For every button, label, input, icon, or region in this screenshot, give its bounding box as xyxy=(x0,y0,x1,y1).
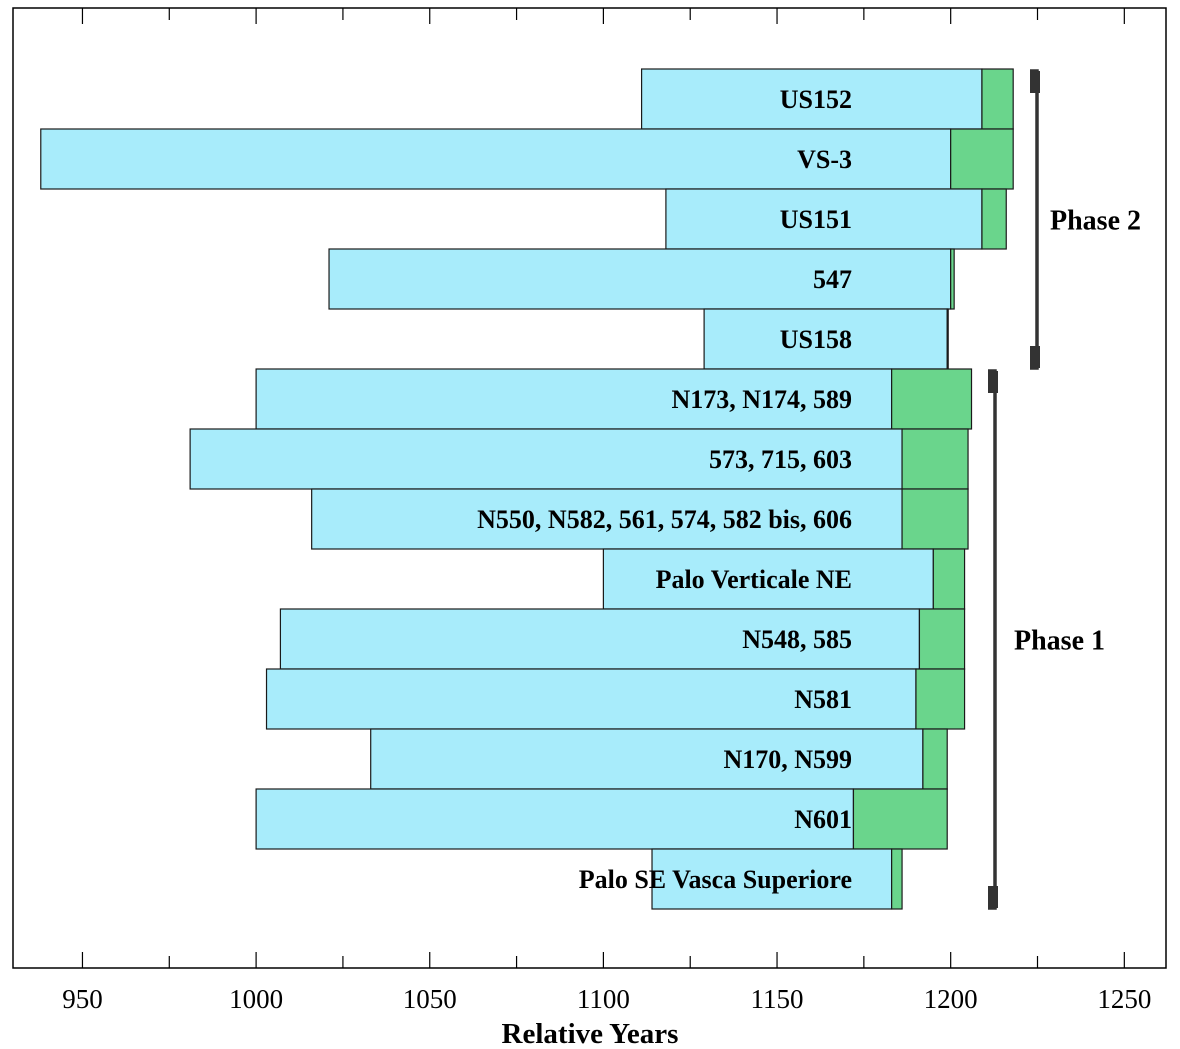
bar-segment-main xyxy=(311,488,903,550)
phase-bracket-cap xyxy=(988,371,998,393)
x-tick-label: 1050 xyxy=(403,984,457,1014)
bar-label: N173, N174, 589 xyxy=(671,385,852,414)
bar-segment-main xyxy=(279,608,921,670)
bars xyxy=(40,68,1014,910)
bar-label: US152 xyxy=(780,85,852,114)
bar-segment-main xyxy=(189,428,903,490)
plot-frame xyxy=(12,7,1167,969)
bar-segment-extension xyxy=(981,68,1014,130)
x-axis-ticks: 950 1000 1050 1100 1150 1200 1250 xyxy=(62,8,1151,1014)
x-tick-label: 950 xyxy=(62,984,103,1014)
bar-segment-extension xyxy=(915,668,966,730)
bar-segment-main xyxy=(665,188,983,250)
x-axis-title: Relative Years xyxy=(502,1018,679,1049)
bar-segment-extension xyxy=(950,128,1014,190)
bar-label: US158 xyxy=(780,325,852,354)
bar-label: N550, N582, 561, 574, 582 bis, 606 xyxy=(477,505,852,534)
phase-label: Phase 2 xyxy=(1050,206,1141,237)
bar-labels: US152 VS-3 US151 547 US158 N173, N174, 589 573… xyxy=(477,85,852,894)
bar-segment-main xyxy=(328,248,952,310)
phase-bracket-cap xyxy=(1030,71,1040,93)
bar-label: N581 xyxy=(794,685,852,714)
bar-segment-main xyxy=(602,548,934,610)
phase-bracket-cap xyxy=(1030,346,1040,368)
x-tick-label: 1250 xyxy=(1097,984,1151,1014)
bar-segment-main xyxy=(255,788,855,850)
bar-segment-extension xyxy=(946,308,949,370)
bar-segment-extension xyxy=(852,788,948,850)
phase-label: Phase 1 xyxy=(1014,626,1105,657)
bar-segment-main xyxy=(255,368,893,430)
bar-segment-extension xyxy=(891,368,973,430)
x-tick-label: 1150 xyxy=(751,984,804,1014)
bar-segment-extension xyxy=(932,548,966,610)
bar-segment-extension xyxy=(918,608,966,670)
x-tick-label: 1000 xyxy=(229,984,283,1014)
bar-segment-main xyxy=(651,848,893,910)
bar-segment-main xyxy=(703,308,948,370)
phase-bracket xyxy=(1030,69,1039,370)
x-tick-label: 1100 xyxy=(577,984,630,1014)
bar-segment-extension xyxy=(950,248,955,310)
phase-bracket-cap xyxy=(988,886,998,908)
bar-label: 573, 715, 603 xyxy=(709,445,852,474)
bar-label: US151 xyxy=(780,205,852,234)
bar-segment-main xyxy=(640,68,983,130)
bar-label: N601 xyxy=(794,805,852,834)
phase-bracket xyxy=(988,369,997,910)
bar-segment-extension xyxy=(981,188,1007,250)
bar-label: Palo Verticale NE xyxy=(656,565,852,594)
bar-label: 547 xyxy=(813,265,852,294)
bar-segment-extension xyxy=(922,728,948,790)
bar-segment-main xyxy=(370,728,924,790)
bar-label: N170, N599 xyxy=(723,745,852,774)
x-tick-label: 1200 xyxy=(924,984,978,1014)
bar-segment-extension xyxy=(901,488,969,550)
bar-label: Palo SE Vasca Superiore xyxy=(579,865,852,894)
bar-label: N548, 585 xyxy=(742,625,852,654)
bar-segment-extension xyxy=(891,848,903,910)
bar-segment-extension xyxy=(901,428,969,490)
bar-segment-main xyxy=(265,668,917,730)
phase-brackets: Phase 2 Phase 1 xyxy=(988,69,1141,910)
bar-label: VS-3 xyxy=(797,145,852,174)
